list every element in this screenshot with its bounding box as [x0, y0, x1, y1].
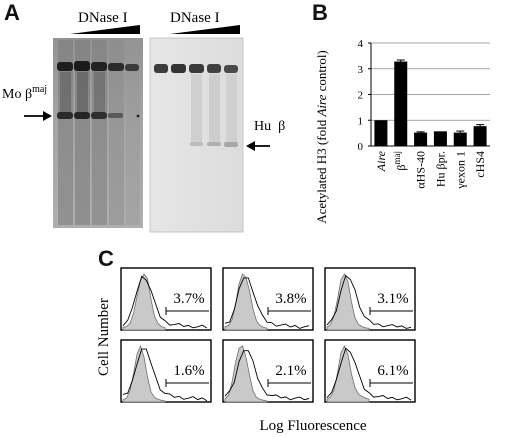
right-treatment-label: DNase I: [170, 10, 220, 26]
left-gel: [53, 38, 143, 228]
right-gel: [149, 37, 244, 233]
right-band-arrow: [246, 141, 270, 151]
right-dnase-wedge: [170, 25, 240, 34]
left-band-label: Mo βmaj: [2, 84, 47, 102]
panel-label-b: B: [312, 0, 328, 25]
left-band-arrow: [24, 111, 52, 121]
panel-label-c: C: [98, 246, 114, 271]
panel-label-a: A: [4, 0, 20, 25]
left-dnase-wedge: [70, 25, 140, 34]
left-treatment-label: DNase I: [78, 10, 128, 26]
right-band-label: Hu β: [254, 119, 285, 134]
